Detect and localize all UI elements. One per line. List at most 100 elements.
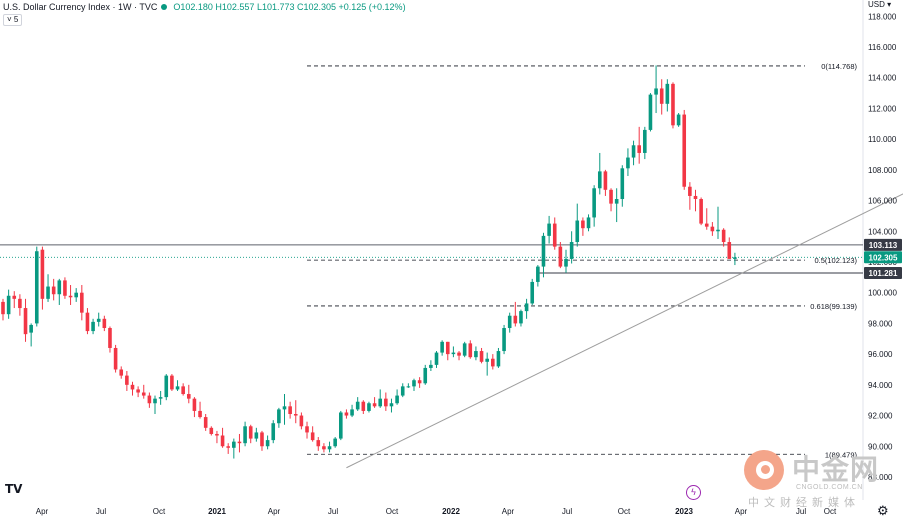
candle[interactable] (85, 308, 90, 335)
candle[interactable] (423, 364, 428, 385)
candle[interactable] (113, 344, 118, 373)
candle[interactable] (46, 274, 50, 302)
candle[interactable] (80, 285, 84, 321)
candle[interactable] (361, 400, 366, 415)
candle[interactable] (727, 237, 732, 259)
candle[interactable] (6, 289, 11, 319)
candle[interactable] (479, 347, 484, 364)
indicator-toggle[interactable]: ˅ 5 (3, 14, 23, 26)
candle[interactable] (417, 377, 422, 388)
candle[interactable] (209, 426, 214, 436)
candle[interactable] (586, 214, 591, 232)
candle[interactable] (603, 169, 608, 196)
candle[interactable] (91, 318, 95, 335)
candle[interactable] (569, 231, 574, 264)
candle[interactable] (676, 113, 681, 127)
candle[interactable] (530, 278, 535, 305)
candle[interactable] (339, 410, 343, 441)
candle[interactable] (552, 217, 557, 250)
tradingview-logo-icon[interactable]: TV (5, 482, 23, 496)
candle[interactable] (288, 401, 292, 419)
candle[interactable] (226, 443, 230, 454)
candle[interactable] (547, 215, 551, 244)
candle[interactable] (412, 378, 416, 391)
candle[interactable] (40, 246, 45, 310)
candle[interactable] (457, 351, 461, 361)
candle[interactable] (429, 360, 433, 372)
candle[interactable] (147, 392, 152, 408)
candle[interactable] (597, 152, 602, 195)
candle[interactable] (564, 249, 568, 273)
candle[interactable] (502, 324, 506, 355)
candle[interactable] (181, 383, 185, 396)
candle[interactable] (474, 346, 478, 361)
candle[interactable] (327, 441, 332, 453)
price-axis[interactable]: 88.000 90.000 92.000 94.000 96.000 98.000 100.… (868, 12, 897, 482)
candle[interactable] (170, 374, 174, 391)
candle[interactable] (389, 398, 394, 413)
candle[interactable] (344, 409, 349, 419)
candle[interactable] (63, 277, 67, 299)
candle[interactable] (254, 427, 259, 442)
candle[interactable] (536, 265, 540, 287)
candle[interactable] (203, 414, 208, 431)
candle[interactable] (260, 430, 264, 451)
candle[interactable] (654, 65, 658, 114)
candle[interactable] (519, 309, 523, 327)
candle[interactable] (23, 298, 28, 342)
candle[interactable] (491, 354, 495, 370)
candle[interactable] (57, 278, 62, 305)
candle[interactable] (524, 298, 529, 319)
candle[interactable] (406, 383, 411, 388)
candle[interactable] (693, 189, 698, 212)
candle[interactable] (541, 232, 546, 278)
candle[interactable] (322, 443, 326, 453)
settings-gear-icon[interactable]: ⚙ (877, 503, 889, 518)
candle[interactable] (215, 430, 219, 444)
candle[interactable] (68, 285, 73, 305)
candle[interactable] (451, 346, 456, 358)
candle[interactable] (271, 420, 276, 444)
candle[interactable] (29, 323, 33, 347)
candle[interactable] (721, 228, 726, 247)
candle[interactable] (609, 188, 613, 212)
candle[interactable] (198, 401, 202, 419)
candle[interactable] (614, 188, 619, 223)
candle[interactable] (659, 79, 664, 115)
candle[interactable] (248, 424, 253, 444)
candle[interactable] (665, 79, 670, 112)
candle[interactable] (141, 384, 146, 399)
candle[interactable] (119, 366, 124, 379)
candle[interactable] (282, 394, 287, 425)
candle[interactable] (316, 437, 321, 451)
candle[interactable] (626, 148, 630, 176)
candle[interactable] (592, 185, 596, 227)
candle[interactable] (434, 351, 439, 368)
candle[interactable] (440, 340, 444, 356)
candle[interactable] (688, 182, 692, 210)
candle[interactable] (378, 389, 383, 408)
candle[interactable] (136, 386, 140, 398)
candle[interactable] (575, 203, 580, 247)
candle[interactable] (96, 312, 101, 327)
candle[interactable] (496, 347, 501, 368)
candle[interactable] (395, 389, 399, 405)
candle[interactable] (237, 433, 242, 453)
candle[interactable] (350, 404, 354, 418)
candle[interactable] (400, 383, 405, 398)
candle[interactable] (648, 93, 653, 132)
candle[interactable] (384, 392, 388, 411)
candle[interactable] (108, 326, 112, 353)
time-axis[interactable]: Apr Jul Oct 2021 Apr Jul Oct 2022 Apr Jul Oct 2023 A… (36, 507, 837, 516)
candle[interactable] (333, 437, 337, 448)
candle[interactable] (153, 395, 157, 415)
candle[interactable] (164, 374, 169, 401)
candle[interactable] (704, 208, 709, 230)
lightning-icon[interactable]: ϟ (686, 485, 701, 500)
candle[interactable] (277, 407, 281, 428)
symbol-title[interactable]: U.S. Dollar Currency Index · 1W · TVC (3, 2, 158, 12)
candle[interactable] (192, 397, 197, 418)
candle[interactable] (186, 384, 191, 404)
candle[interactable] (18, 294, 22, 316)
